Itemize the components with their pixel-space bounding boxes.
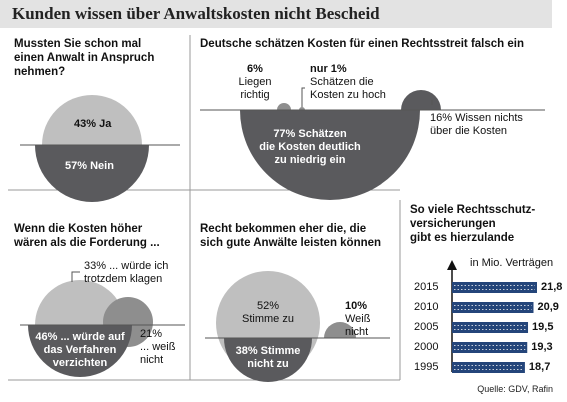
pie2-label-16: 16% Wissen nichts über die Kosten: [430, 112, 523, 138]
bar-value-1995: 18,7: [528, 361, 551, 373]
pie2-title: Deutsche schätzen Kosten für einen Recht…: [200, 38, 525, 50]
bar-category-2000: 2000: [414, 341, 439, 353]
pie3-label-21-l3: nicht: [140, 354, 164, 366]
pie1-nein-bowl: [35, 145, 149, 202]
bar-2005: [452, 322, 529, 333]
pie1-nein-label: 57% Nein: [65, 160, 114, 172]
pie4-10-dome: [324, 322, 356, 338]
pie1-ja-label: 43% Ja: [74, 118, 112, 130]
pie2-label-77-l2: die Kosten deutlich: [259, 141, 361, 153]
header-bar: Kunden wissen über Anwaltskosten nicht B…: [0, 0, 552, 28]
bar-2015: [452, 282, 537, 293]
pie4-title-line1: Recht bekommen eher die, die: [200, 223, 367, 235]
bar-title-line1: So viele Rechtsschutz-: [410, 204, 536, 216]
pie2-label-6-l1: 6%: [247, 63, 263, 75]
pie2-bowl-77: [240, 110, 420, 200]
pie1-title-line2: einen Anwalt in Anspruch: [14, 52, 155, 64]
pie2-label-16-l2: über die Kosten: [430, 125, 508, 137]
pie2-label-6-l3: richtig: [240, 89, 270, 101]
pie2-label-6: 6% Liegen richtig: [225, 63, 285, 102]
pie4-label-10: 10% Weiß nicht: [345, 300, 370, 339]
pie1-title-line1: Mussten Sie schon mal: [14, 38, 142, 50]
pie2-label-77: 77% Schätzen die Kosten deutlich zu nied…: [250, 128, 370, 167]
pie3-label-21: 21% ... weiß nicht: [140, 328, 175, 367]
bar-category-1995: 1995: [414, 361, 439, 373]
pie4-label-52: 52% Stimme zu: [228, 300, 308, 326]
pie2-leader-1: [301, 87, 305, 107]
bar-1995: [452, 362, 525, 373]
pie3-label-46: 46% ... würde auf das Verfahren verzicht…: [30, 331, 130, 370]
bar-value-2010: 20,9: [537, 301, 559, 313]
bar-2000: [452, 342, 528, 353]
bar-value-2005: 19,5: [532, 321, 554, 333]
pie4-38-bowl: [224, 338, 312, 382]
pie3-label-33-l2: trotzdem klagen: [84, 273, 163, 285]
bar-category-2005: 2005: [414, 321, 439, 333]
source-note: Quelle: GDV, Rafin: [477, 384, 553, 394]
bar-chart-bars: [452, 282, 537, 373]
pie4-title-line2: sich gute Anwälte leisten können: [200, 237, 382, 249]
pie2-label-1-l1: nur 1%: [310, 63, 347, 75]
bar-2010: [452, 302, 534, 313]
pie1-title: Mussten Sie schon mal einen Anwalt in An…: [14, 37, 154, 79]
pie2-label-77-l1: 77% Schätzen: [273, 128, 347, 140]
pie2-label-16-l1: 16% Wissen nichts: [430, 112, 523, 124]
pie3-leader-33: [71, 271, 80, 282]
pie2-dome-6: [277, 103, 291, 110]
pie2-label-1-l2: Schätzen die: [310, 76, 374, 88]
pie3-label-21-l1: 21%: [140, 328, 163, 340]
bar-axis-arrow: [447, 260, 457, 270]
pie4-title: Recht bekommen eher die, die sich gute A…: [200, 222, 381, 250]
pie4-label-10-l1: 10%: [345, 300, 368, 312]
bar-value-2000: 19,3: [531, 341, 553, 353]
pie2-label-1: nur 1% Schätzen die Kosten zu hoch: [310, 63, 386, 102]
bar-category-2010: 2010: [414, 301, 439, 313]
pie4-label-10-l2: Weiß: [345, 313, 371, 325]
pie4-label-38-l1: 38% Stimme: [235, 345, 301, 357]
pie4-label-10-l3: nicht: [345, 326, 369, 338]
pie3-title-line2: wären als die Forderung ...: [14, 237, 160, 249]
bar-title-line3: gibt es hierzulande: [410, 232, 515, 244]
pie3-46-bowl: [28, 325, 132, 377]
pie4-label-52-l2: Stimme zu: [242, 313, 294, 325]
pie2-label-77-l3: zu niedrig ein: [274, 154, 346, 166]
pie2-dome-16: [401, 90, 441, 110]
pie3-label-46-l1: 46% ... würde auf: [35, 331, 125, 343]
pie2-label-6-l2: Liegen: [238, 76, 272, 88]
pie3-label-46-l2: das Verfahren: [43, 344, 117, 356]
pie4-label-38: 38% Stimme nicht zu: [228, 345, 308, 371]
page-title: Kunden wissen über Anwaltskosten nicht B…: [12, 4, 380, 23]
pie2-dome-1: [299, 107, 305, 110]
pie3-label-46-l3: verzichten: [52, 357, 108, 369]
pie3-title-line1: Wenn die Kosten höher: [14, 223, 143, 235]
pie3-label-21-l2: ... weiß: [140, 341, 176, 353]
pie2-label-1-l3: Kosten zu hoch: [310, 89, 386, 101]
pie3-title: Wenn die Kosten höher wären als die Ford…: [14, 222, 160, 250]
pie3-label-33-l1: 33% ... würde ich: [84, 260, 169, 272]
bar-category-2015: 2015: [414, 281, 439, 293]
bar-unit-label: in Mio. Verträgen: [470, 257, 554, 269]
pie1-title-line3: nehmen?: [14, 66, 66, 78]
bar-value-2015: 21,8: [541, 281, 563, 293]
pie4-label-52-l1: 52%: [256, 300, 280, 312]
pie4-label-38-l2: nicht zu: [247, 358, 289, 370]
bar-title: So viele Rechtsschutz- versicherungen gi…: [410, 203, 535, 245]
pie3-label-33: 33% ... würde ich trotzdem klagen: [84, 260, 168, 286]
bar-title-line2: versicherungen: [410, 218, 496, 230]
